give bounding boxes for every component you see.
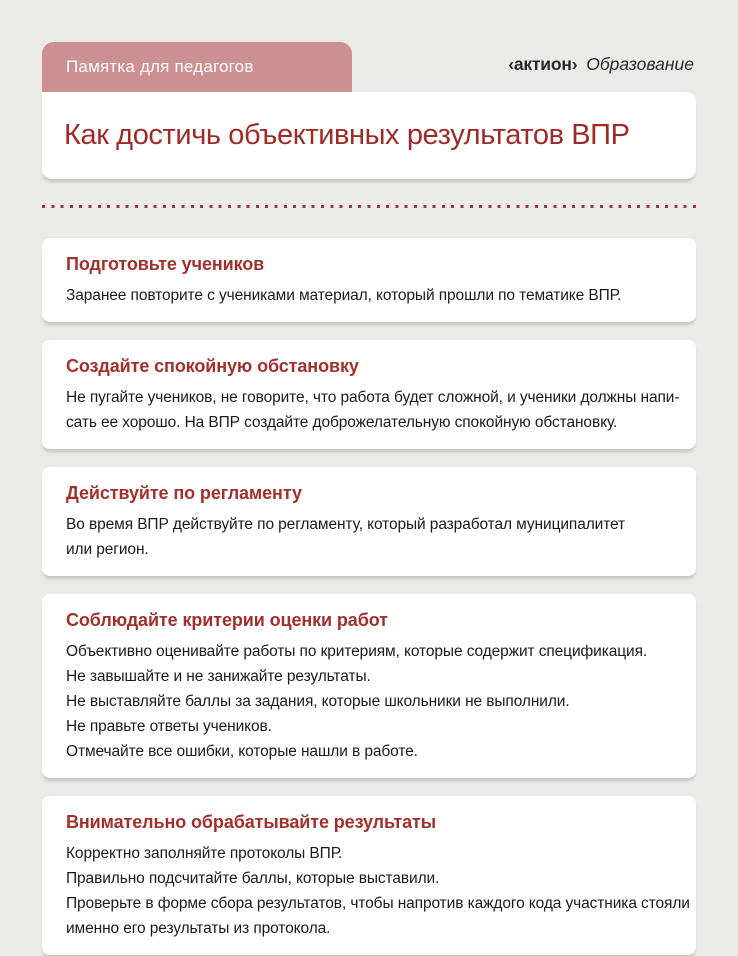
section-card-follow-regulations: Действуйте по регламенту Во время ВПР де… xyxy=(42,467,696,576)
section-title: Действуйте по регламенту xyxy=(66,483,302,503)
section-line: Корректно заполняйте протоколы ВПР. xyxy=(66,845,343,862)
section-line: Проверьте в форме сбора результатов, что… xyxy=(66,895,690,912)
memo-badge: Памятка для педагогов xyxy=(42,42,352,92)
section-title: Создайте спокойную обстановку xyxy=(66,356,359,376)
page-header: Памятка для педагогов ‹актион› Образован… xyxy=(42,42,696,179)
section-line: Не пугайте учеников, не говорите, что ра… xyxy=(66,389,680,406)
section-card-calm-atmosphere: Создайте спокойную обстановку Не пугайте… xyxy=(42,340,696,449)
section-line: Не завышайте и не занижайте результаты. xyxy=(66,668,371,685)
section-line: Объективно оценивайте работы по критерия… xyxy=(66,643,648,660)
section-line: сать ее хорошо. На ВПР создайте доброжел… xyxy=(66,414,618,431)
section-list: Подготовьте учеников Заранее повторите с… xyxy=(42,238,696,955)
section-line: Во время ВПР действуйте по регламенту, к… xyxy=(66,516,626,533)
section-line: Правильно подсчитайте баллы, которые выс… xyxy=(66,870,440,887)
brand-suffix: Образование xyxy=(586,54,694,74)
memo-badge-label: Памятка для педагогов xyxy=(66,57,254,76)
section-title: Подготовьте учеников xyxy=(66,254,265,274)
section-line: Отмечайте все ошибки, которые нашли в ра… xyxy=(66,743,418,760)
title-card: Как достичь объективных результатов ВПР xyxy=(42,92,696,179)
section-line: или регион. xyxy=(66,541,149,558)
section-line: Не выставляйте баллы за задания, которые… xyxy=(66,693,570,710)
section-card-prepare-students: Подготовьте учеников Заранее повторите с… xyxy=(42,238,696,322)
section-title: Соблюдайте критерии оценки работ xyxy=(66,610,388,630)
section-title: Внимательно обрабатывайте результаты xyxy=(66,812,436,832)
brand-logo: ‹актион› Образование xyxy=(508,54,694,75)
section-line: именно его результаты из протокола. xyxy=(66,920,331,937)
brand-name: ‹актион› xyxy=(508,54,578,74)
page-title: Как достичь объективных результатов ВПР xyxy=(64,119,630,151)
dotted-separator xyxy=(42,205,696,208)
section-line: Не правьте ответы учеников. xyxy=(66,718,272,735)
section-card-process-results: Внимательно обрабатывайте результаты Кор… xyxy=(42,796,696,955)
section-card-grading-criteria: Соблюдайте критерии оценки работ Объекти… xyxy=(42,594,696,778)
section-line: Заранее повторите с учениками материал, … xyxy=(66,287,622,304)
